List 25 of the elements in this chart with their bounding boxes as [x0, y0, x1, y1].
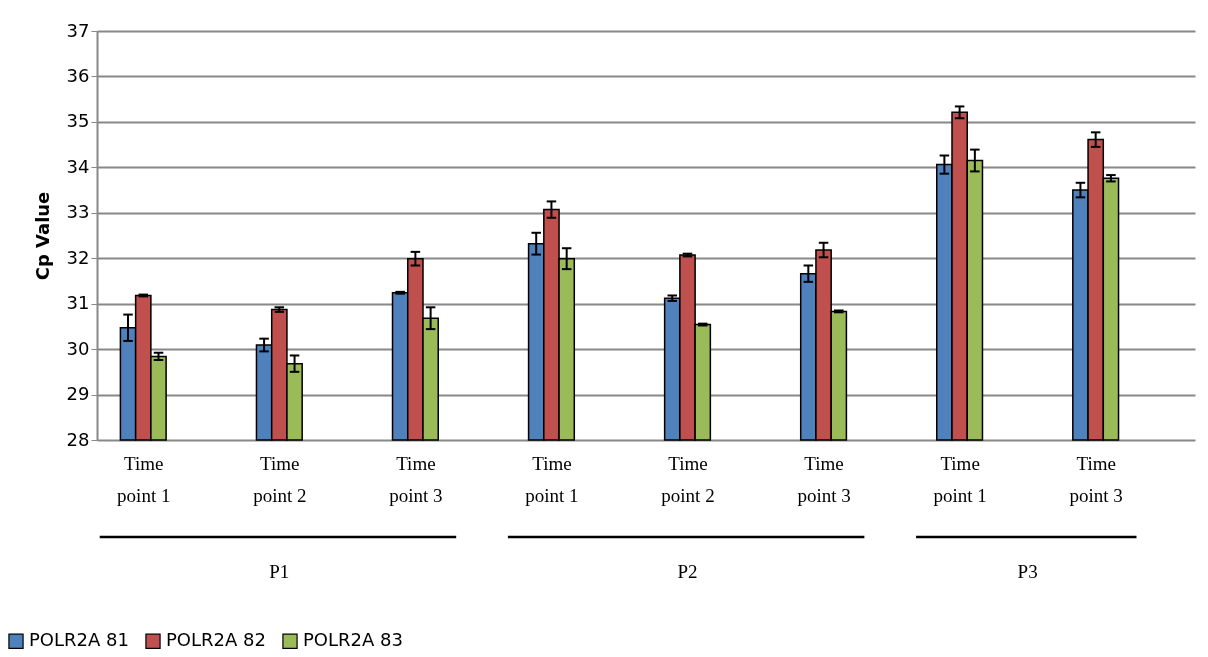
y-tick-label: 35 — [66, 110, 90, 132]
text: P3 — [1017, 561, 1038, 582]
y-tick-label: 37 — [66, 19, 90, 41]
x-tick-label: Time point 3 — [389, 452, 443, 506]
y-tick-label: 31 — [66, 292, 90, 314]
legend-label: POLR2A 81 — [29, 629, 129, 651]
y-tick-label: 34 — [66, 155, 90, 177]
y-tick-label: 33 — [66, 201, 90, 223]
text: P2 — [677, 561, 698, 582]
x-tick-label: Time point 1 — [933, 452, 987, 506]
y-axis-title: Cp Value — [31, 191, 53, 281]
y-tick-label: 30 — [66, 337, 90, 359]
x-tick-label: Time point 3 — [797, 452, 851, 506]
y-tick-label: 36 — [66, 64, 90, 86]
x-tick-label: Time point 2 — [661, 452, 715, 506]
y-tick-label: 28 — [66, 428, 90, 450]
x-tick-label: Time point 3 — [1069, 452, 1123, 506]
y-tick-label: 29 — [66, 383, 90, 405]
legend-label: POLR2A 83 — [303, 629, 403, 651]
text: P1 — [269, 561, 290, 582]
x-tick-label: Time point 1 — [117, 452, 171, 506]
x-tick-label: Time point 2 — [253, 452, 307, 506]
legend-label: POLR2A 82 — [166, 629, 266, 651]
y-tick-label: 32 — [66, 246, 90, 268]
x-tick-label: Time point 1 — [525, 452, 579, 506]
